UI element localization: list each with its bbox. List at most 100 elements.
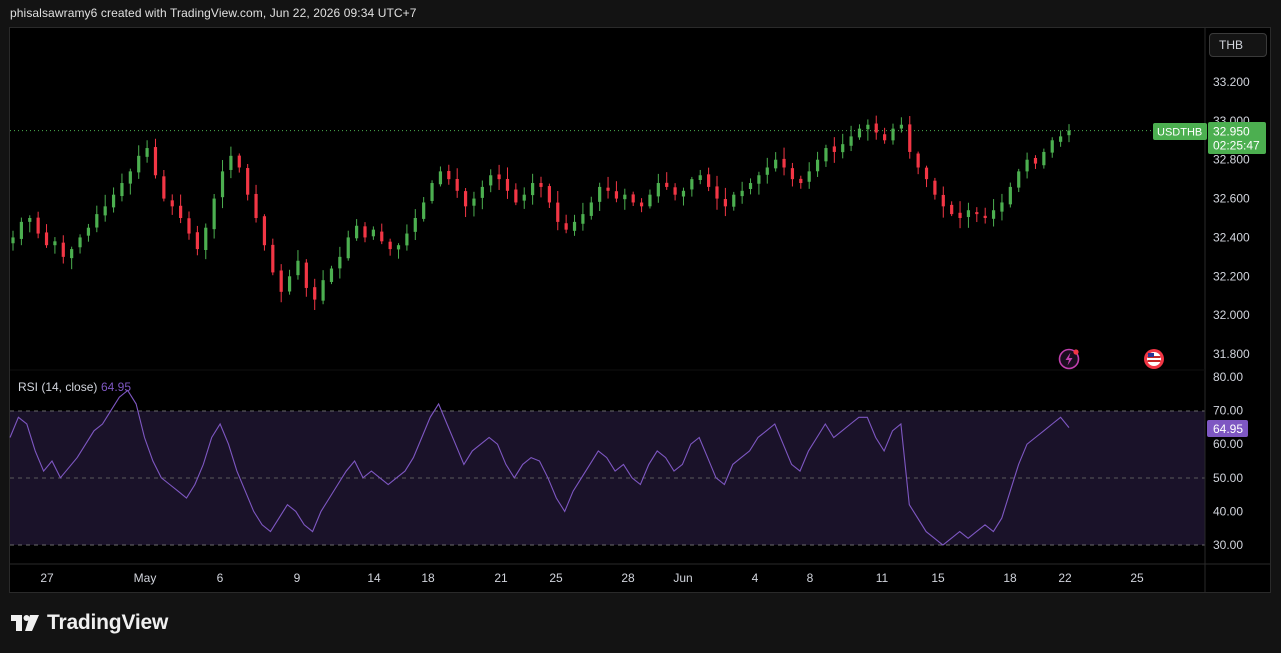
candle-body xyxy=(572,221,577,231)
candle-body xyxy=(44,232,49,246)
candle-body xyxy=(765,167,769,175)
price-tick-label: 32.000 xyxy=(1213,308,1250,322)
time-tick-label: 28 xyxy=(621,571,635,585)
candle-body xyxy=(531,183,535,196)
candle-body xyxy=(220,171,225,198)
candle-body xyxy=(447,170,451,180)
tradingview-logo-icon xyxy=(11,615,39,631)
candle-body xyxy=(497,174,501,180)
candle-body xyxy=(78,237,82,248)
time-tick-label: 22 xyxy=(1058,571,1072,585)
time-tick-label: 18 xyxy=(1003,571,1017,585)
price-axis[interactable]: 33.20033.00032.80032.60032.40032.20032.0… xyxy=(1213,75,1250,361)
candle-body xyxy=(505,178,510,191)
price-tick-label: 33.200 xyxy=(1213,75,1250,89)
candle-body xyxy=(405,233,409,246)
candle-body xyxy=(413,218,417,232)
candle-body xyxy=(522,194,526,201)
candle-body xyxy=(698,175,702,181)
us-flag-icon[interactable] xyxy=(1144,349,1164,369)
candle-body xyxy=(137,155,141,173)
candle-body xyxy=(916,153,920,168)
candle-body xyxy=(380,231,384,242)
candle-body xyxy=(212,198,216,230)
time-tick-label: 8 xyxy=(807,571,814,585)
candle-body xyxy=(179,205,183,218)
candle-body xyxy=(61,242,65,257)
candle-body xyxy=(924,167,929,180)
candle-body xyxy=(271,244,275,273)
candle-body xyxy=(279,270,283,292)
time-tick-label: 9 xyxy=(294,571,301,585)
price-tick-label: 31.800 xyxy=(1213,347,1250,361)
candle-body xyxy=(338,256,342,269)
candle-body xyxy=(355,225,359,239)
candle-body xyxy=(304,262,308,288)
tradingview-brand: TradingView xyxy=(47,611,169,634)
candle-body xyxy=(681,190,686,197)
rsi-badge-value: 64.95 xyxy=(1213,422,1243,436)
candle-body xyxy=(857,128,862,138)
candle-body xyxy=(581,214,585,224)
candle-body xyxy=(153,147,158,176)
candle-body xyxy=(162,176,166,199)
candle-body xyxy=(28,218,32,222)
candlestick-series xyxy=(11,115,1071,310)
candle-body xyxy=(53,241,57,246)
tradingview-logo[interactable]: TradingView xyxy=(11,611,168,635)
candle-body xyxy=(388,241,392,250)
candle-body xyxy=(455,178,459,191)
candle-body xyxy=(899,124,903,129)
rsi-tick-label: 30.00 xyxy=(1213,538,1243,552)
candle-body xyxy=(547,186,551,203)
candle-body xyxy=(815,159,820,172)
candle-body xyxy=(824,148,828,162)
candle-body xyxy=(799,178,803,184)
candle-body xyxy=(782,158,786,168)
candle-body xyxy=(237,155,241,168)
chart-header: phisalsawramy6 created with TradingView.… xyxy=(10,6,417,20)
price-tick-label: 32.200 xyxy=(1213,269,1250,283)
candle-body xyxy=(723,199,727,207)
candle-body xyxy=(556,202,560,222)
candle-body xyxy=(807,171,811,182)
candle-body xyxy=(715,186,719,199)
time-axis[interactable]: 27 May 6 9 14 18 21 25 28 Jun 4 8 11 15 18 22 25 xyxy=(40,571,1144,585)
candle-body xyxy=(36,217,40,234)
candle-body xyxy=(1033,157,1038,164)
time-tick-label: 27 xyxy=(40,571,54,585)
lightning-icon[interactable] xyxy=(1058,348,1080,370)
candle-body xyxy=(170,200,174,207)
candle-body xyxy=(1017,171,1021,188)
candle-body xyxy=(321,280,325,301)
currency-button[interactable]: THB xyxy=(1209,33,1267,57)
time-tick-label: 25 xyxy=(549,571,563,585)
candle-body xyxy=(966,210,971,218)
candle-body xyxy=(422,202,426,219)
candle-body xyxy=(790,168,795,180)
price-pane[interactable] xyxy=(10,28,1205,370)
candle-body xyxy=(363,226,367,238)
candle-body xyxy=(673,187,677,195)
candle-body xyxy=(262,216,267,246)
time-tick-label: 6 xyxy=(217,571,224,585)
candle-body xyxy=(103,206,107,216)
candle-body xyxy=(1067,130,1071,136)
candle-body xyxy=(983,215,987,218)
candle-body xyxy=(1008,186,1012,205)
candle-body xyxy=(740,190,744,197)
rsi-title[interactable]: RSI (14, close) xyxy=(18,380,97,394)
candle-body xyxy=(832,146,836,152)
candle-body xyxy=(606,187,610,191)
candle-body xyxy=(941,194,945,207)
rsi-tick-label: 80.00 xyxy=(1213,370,1243,384)
candle-body xyxy=(656,183,660,197)
rsi-axis[interactable]: 80.00 70.00 60.00 50.00 40.00 30.00 xyxy=(1213,370,1243,552)
candle-body xyxy=(975,212,979,215)
candle-body xyxy=(1050,140,1054,153)
candle-body xyxy=(489,175,493,186)
candle-body xyxy=(539,183,543,187)
price-tick-label: 32.600 xyxy=(1213,192,1250,206)
candle-body xyxy=(430,183,434,201)
